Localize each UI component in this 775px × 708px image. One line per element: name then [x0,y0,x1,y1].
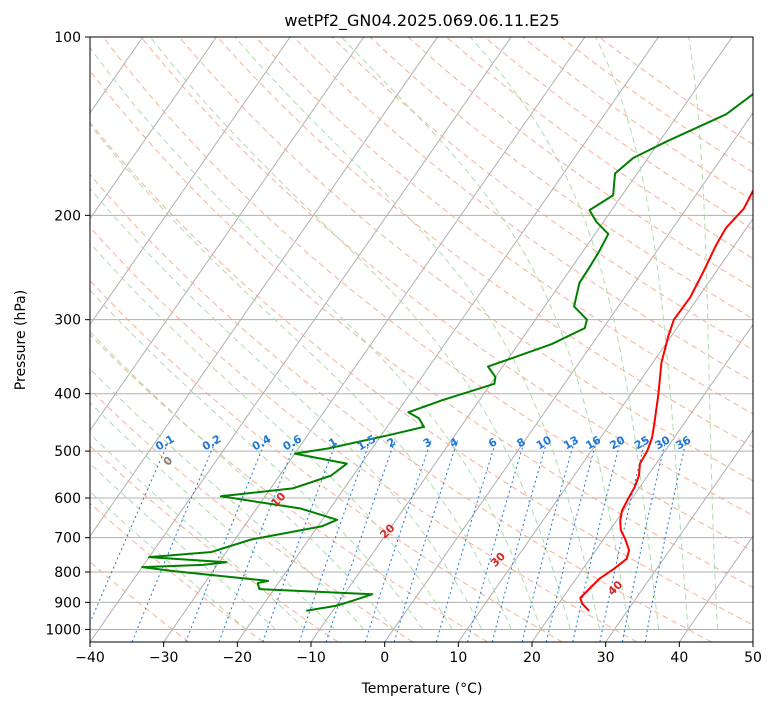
dry-adiabat [407,37,753,289]
dry-adiabat [90,388,414,642]
moist-adiabat [90,242,453,630]
moist-adiabat [90,433,306,630]
isotherm-line [678,535,753,642]
moist-adiabat [90,462,276,630]
moist-adiabat [595,37,689,630]
plot-frame [89,36,754,643]
dry-adiabat [90,502,264,642]
mixing-ratio-line [90,440,170,624]
y-tick-label: 400 [54,387,81,403]
plot-area [90,37,753,642]
isotherm-line [236,37,659,642]
moist-adiabat [90,330,394,630]
mixing-ratio-line [131,440,217,642]
moist-adiabat [90,289,424,630]
isotherm-line [457,217,753,642]
moist-adiabat [90,368,365,630]
isotherm-line [384,112,753,642]
isotherm-line [531,323,753,642]
moist-adiabat [469,37,660,630]
dewpoint-profile [141,92,753,612]
mixing-ratio-line [364,440,432,642]
isotherm-line [90,37,438,538]
chart-title: wetPf2_GN04.2025.069.06.11.E25 [284,11,559,31]
mixing-ratio-line [185,440,267,642]
moist-adiabat [90,402,335,630]
x-tick-label: −10 [296,650,326,666]
mixing-ratio-line [262,440,338,642]
y-tick-label: 500 [54,444,81,460]
y-tick-label: 1000 [45,622,81,638]
isotherm-line [90,37,291,326]
temperature-profile [579,188,753,612]
dry-adiabat [90,173,712,642]
x-tick-label: 20 [523,650,541,666]
mixing-ratio-line [298,440,371,642]
mixing-ratio-line [435,440,497,642]
isotherm-line [90,37,217,220]
x-tick-label: 50 [744,650,762,666]
mixing-ratio-line [545,440,597,642]
dry-adiabat [90,333,488,642]
moist-adiabat [688,37,719,630]
x-tick-label: 40 [670,650,688,666]
mixing-ratio-line [521,440,575,642]
moist-adiabat [90,46,542,630]
y-tick-label: 700 [54,531,81,547]
isotherm-line [163,37,586,642]
dry-adiabat [178,37,753,482]
isotherm-line [605,429,753,642]
y-tick-label: 300 [54,313,81,329]
isotherm-line [90,37,365,432]
x-tick-label: 30 [597,650,615,666]
dry-adiabat [90,121,753,626]
x-tick-label: 0 [380,650,389,666]
y-axis-label: Pressure (hPa) [13,290,29,390]
dry-adiabat [217,37,753,448]
mixing-ratio-line [325,440,396,642]
y-axis: 100 200 300 400 500 600 700 800 900 1000 [45,30,90,638]
y-tick-label: 100 [54,30,81,46]
mixing-ratio-line [491,440,548,642]
y-tick-label: 200 [54,208,81,224]
x-axis: −40 −30 −20 −10 0 10 20 30 40 50 [75,642,762,666]
dry-adiabat [140,37,753,517]
x-tick-label: −40 [75,650,105,666]
isotherm-line [90,37,512,642]
dry-adiabat [102,37,753,552]
dry-adiabat [90,70,753,589]
y-tick-label: 800 [54,565,81,581]
y-tick-label: 600 [54,491,81,507]
mixing-ratio-line [467,440,526,642]
x-tick-label: −20 [223,650,253,666]
dry-adiabat [293,37,753,383]
moist-adiabat [90,123,512,630]
mixing-ratio-line [218,440,297,642]
moist-adiabat [149,37,571,630]
y-tick-label: 900 [54,595,81,611]
dry-adiabat [255,37,753,415]
x-tick-label: 10 [449,650,467,666]
mixing-ratio-line [393,440,458,642]
x-tick-label: −30 [149,650,179,666]
moist-adiabat [340,37,630,630]
dry-adiabat [90,445,339,642]
x-axis-label: Temperature (°C) [361,681,483,697]
dry-adiabat [90,279,563,642]
